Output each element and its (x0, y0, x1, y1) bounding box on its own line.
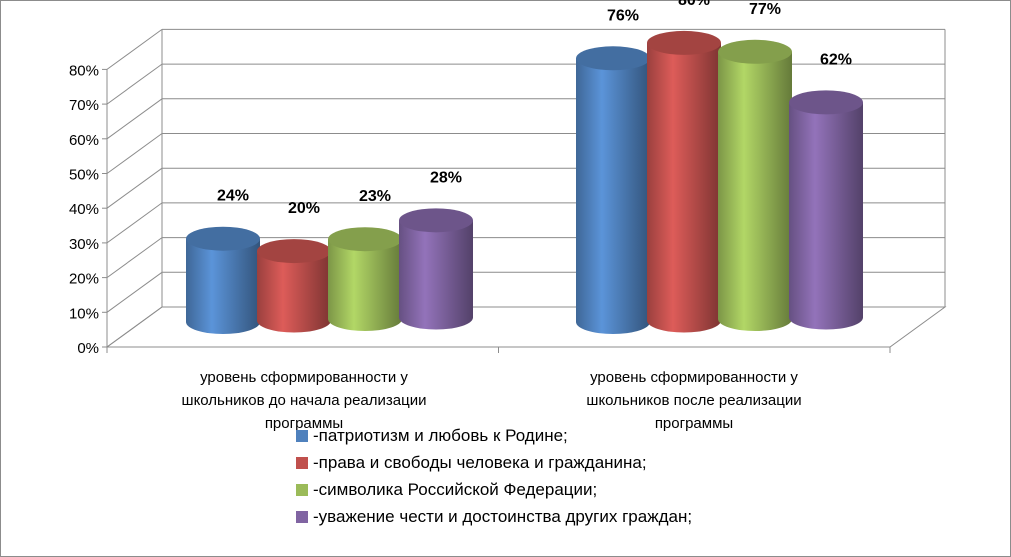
x-axis-categories: уровень сформированности у школьников до … (182, 369, 802, 432)
side-wall-gridline (106, 98, 163, 140)
legend-label: -уважение чести и достоинства других гра… (313, 506, 693, 526)
bar-cylinder-top (576, 46, 650, 71)
data-label: 20% (288, 200, 320, 217)
side-wall-gridline (106, 202, 163, 244)
side-wall-gridline (106, 133, 163, 174)
bar-cylinder-top (789, 90, 863, 115)
side-wall-gridline (106, 167, 163, 209)
data-label: 24% (217, 188, 249, 205)
chart-bars (186, 30, 863, 334)
y-tick-label: 20% (69, 271, 99, 288)
side-wall-gridline (106, 271, 163, 313)
legend-swatch (296, 483, 308, 496)
y-tick-label: 60% (69, 132, 99, 149)
y-tick-label: 70% (69, 97, 99, 114)
data-label: 76% (607, 7, 639, 24)
bar-cylinder-top (647, 30, 721, 55)
y-tick-label: 30% (69, 236, 99, 253)
legend-item: -права и свободы человека и гражданина; (296, 449, 816, 476)
data-label: 77% (749, 1, 781, 18)
legend-swatch (296, 456, 308, 469)
legend-label: -символика Российской Федерации; (313, 479, 598, 499)
data-label: 62% (820, 51, 852, 68)
chart-legend: -патриотизм и любовь к Родине; -права и с… (296, 422, 816, 530)
data-label: 80% (678, 0, 710, 9)
legend-swatch (296, 510, 308, 523)
bar-cylinder (328, 239, 402, 331)
bar-cylinder (576, 58, 650, 334)
data-label: 23% (359, 188, 391, 205)
x-axis-category-label: программы (655, 415, 733, 432)
bar-cylinder (399, 220, 473, 330)
legend-item: -уважение чести и достоинства других гра… (296, 503, 816, 530)
bar-cylinder (257, 251, 331, 333)
x-axis-category-label: школьников до начала реализации (182, 392, 427, 409)
bar-cylinder (186, 238, 260, 334)
y-tick-label: 0% (77, 340, 99, 357)
bar-cylinder (647, 42, 721, 333)
bar-cylinder-top (718, 39, 792, 64)
x-axis-category-label: школьников после реализации (586, 392, 801, 409)
x-axis-category-label: уровень сформированности у (590, 369, 798, 386)
x-axis-category-label: уровень сформированности у (200, 369, 408, 386)
side-wall-gridline (106, 28, 163, 70)
x-axis-category-label: программы (265, 415, 343, 432)
legend-label: -патриотизм и любовь к Родине; (313, 425, 568, 445)
bar-cylinder (718, 51, 792, 332)
side-wall-gridline (106, 237, 163, 279)
y-tick-label: 50% (69, 167, 99, 184)
y-tick-label: 40% (69, 201, 99, 218)
y-tick-label: 80% (69, 62, 99, 79)
bar-cylinder-top (257, 239, 331, 264)
side-wall-gridline (106, 63, 163, 105)
legend-item: -патриотизм и любовь к Родине; (296, 422, 816, 449)
legend-label: -права и свободы человека и гражданина; (313, 452, 647, 472)
data-labels: 24% 20% 23% 28% 76% 80% 77% 62% (217, 0, 852, 217)
bar-cylinder-top (186, 226, 260, 251)
y-tick-label: 10% (69, 305, 99, 322)
bar-cylinder-top (399, 208, 473, 233)
side-wall-gridline (106, 306, 163, 348)
legend-swatch (296, 429, 308, 442)
data-label: 28% (430, 169, 462, 186)
y-axis-ticks: 0% 10% 20% 30% 40% 50% 60% 70% 80% (69, 62, 99, 357)
bar-cylinder (789, 102, 863, 330)
bar-cylinder-top (328, 227, 402, 252)
legend-item: -символика Российской Федерации; (296, 476, 816, 503)
